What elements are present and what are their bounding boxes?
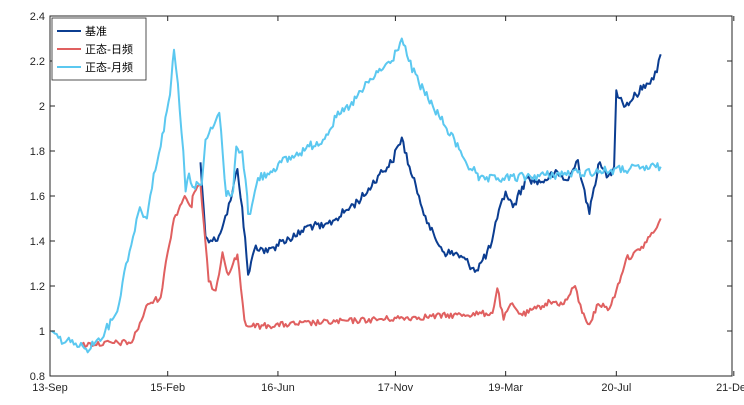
y-tick-label: 1.2 [30, 281, 45, 293]
series-line-1 [199, 53, 662, 276]
x-tick-label: 17-Nov [378, 382, 414, 394]
x-tick-label: 16-Jun [261, 382, 295, 394]
y-tick-label: 2 [39, 101, 45, 113]
y-tick-label: 2.2 [30, 56, 45, 68]
legend-label-1: 基准 [85, 25, 107, 38]
series-line-3 [51, 37, 662, 354]
y-tick-label: 0.8 [30, 371, 45, 383]
y-tick-label: 1.6 [30, 191, 45, 203]
x-tick-label: 15-Feb [150, 382, 185, 394]
y-tick-label: 1.8 [30, 146, 45, 158]
series-layer [51, 37, 662, 354]
axes-layer: 0.8 1 1.2 1.4 1.6 1.8 2 2.2 2.4 13-Sep 15-Feb 16-Ju… [30, 11, 744, 394]
y-tick-label: 1.4 [30, 236, 45, 248]
y-tick-label: 2.4 [30, 11, 45, 23]
plot-background [50, 16, 732, 376]
legend-label-3: 正态-月频 [85, 60, 133, 74]
x-tick-label: 19-Mar [488, 382, 523, 394]
series-line-2 [81, 183, 662, 348]
x-tick-label: 13-Sep [32, 382, 67, 394]
x-tick-label: 21-Dec [716, 382, 744, 394]
plot-area [50, 16, 732, 376]
y-tick-label: 1 [39, 326, 45, 338]
legend-label-2: 正态-日频 [85, 42, 133, 56]
x-tick-label: 20-Jul [601, 382, 631, 394]
